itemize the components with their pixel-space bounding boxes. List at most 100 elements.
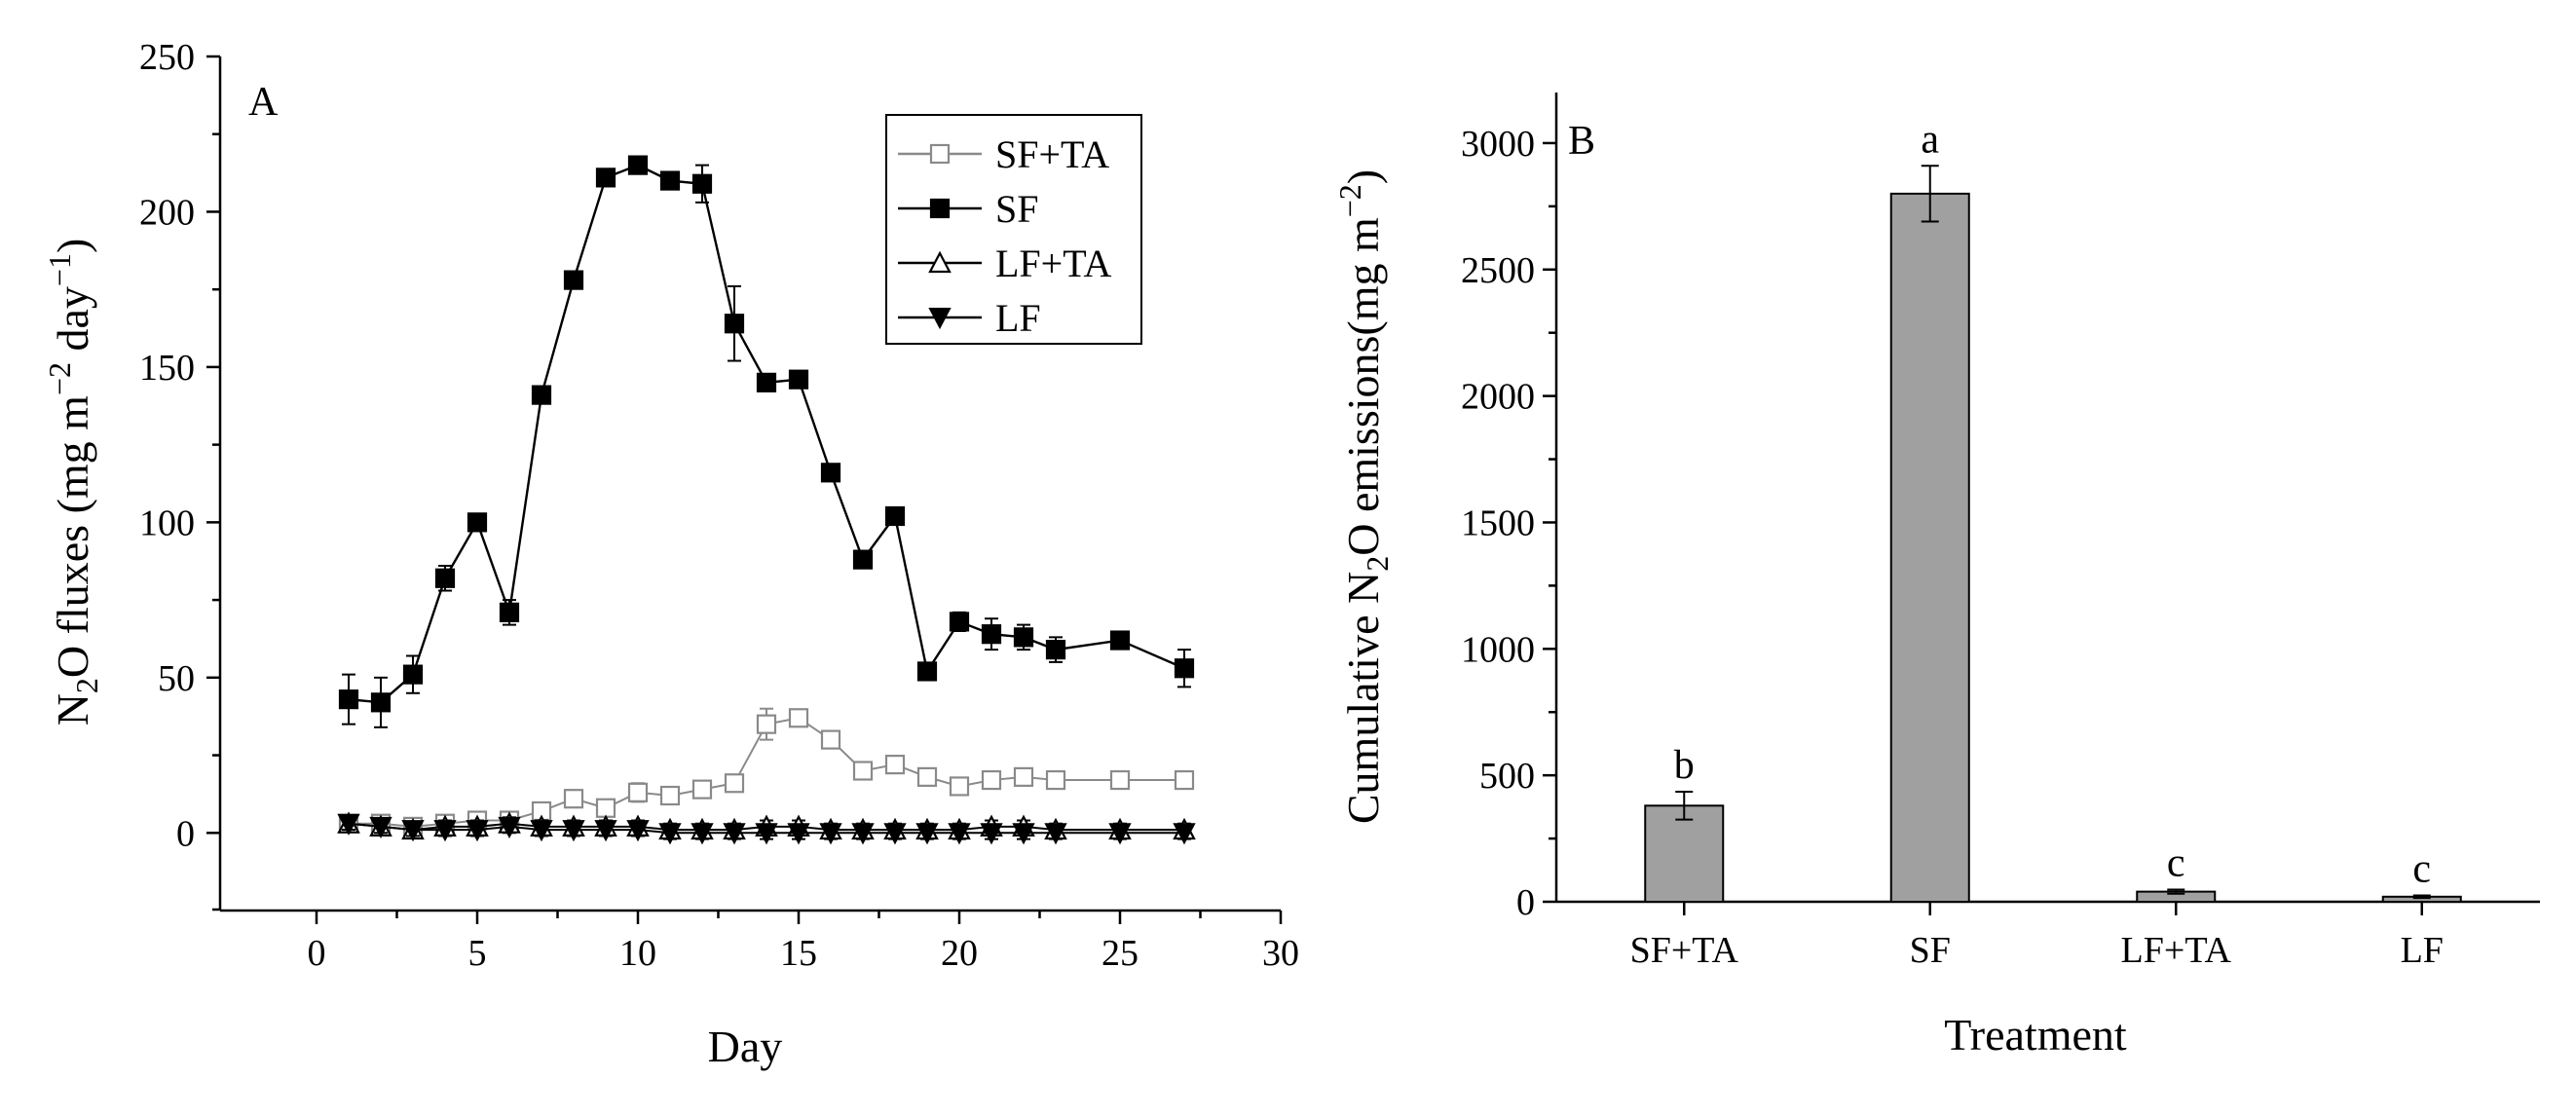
data-point (981, 624, 1002, 645)
data-point (499, 602, 520, 622)
panel-a-line-chart: A 0 5 10 15 20 25 30 0 50 100 150 200 250 Day N2O f… (42, 37, 1299, 1071)
data-point (402, 664, 424, 685)
bar-group: c LF (2381, 847, 2462, 971)
panel-b-y-tick-label: 2000 (1461, 377, 1535, 418)
data-point (659, 170, 681, 191)
data-point (1012, 823, 1035, 845)
data-point (337, 813, 360, 836)
data-point (980, 823, 1003, 845)
legend-marker (928, 308, 952, 330)
panel-b-y-tick-label: 500 (1479, 756, 1535, 797)
data-point (626, 820, 650, 842)
panel-b-category-label: SF+TA (1630, 930, 1739, 971)
panel-b-ylabel-pre: Cumulative N (1338, 572, 1388, 824)
panel-b-ylabel-end: ) (1338, 169, 1388, 184)
bar (1889, 192, 1970, 903)
data-point (434, 568, 456, 588)
data-point (884, 505, 906, 527)
data-point (530, 820, 553, 842)
data-point (852, 549, 874, 570)
panel-a-ylabel-end: ) (48, 239, 97, 253)
data-point (787, 823, 810, 845)
panel-b-y-tick-label: 3000 (1461, 124, 1535, 165)
data-point (466, 820, 489, 842)
legend-item: LF+TA (898, 242, 1111, 285)
data-point (691, 779, 713, 800)
data-point (851, 823, 875, 845)
panel-a-y-axis-label: N2O fluxes (mg m−2 day−1) (42, 239, 104, 726)
data-point (1174, 769, 1195, 791)
panel-a-x-tick-label: 25 (1101, 933, 1139, 974)
data-point (401, 820, 425, 842)
data-point (1108, 823, 1132, 845)
data-point (819, 823, 842, 845)
panel-b-y-tick-label: 1000 (1461, 629, 1535, 670)
panel-b-category-label: LF+TA (2121, 930, 2232, 971)
panel-a-y-tick-label: 100 (139, 502, 195, 543)
panel-a-y-tick-label: 150 (139, 348, 195, 389)
legend-label: SF+TA (995, 132, 1109, 176)
data-point (755, 823, 778, 845)
series-sf (338, 155, 1195, 728)
data-point (981, 769, 1002, 791)
bar-group: a SF (1889, 117, 1970, 971)
bar-group: b SF+TA (1630, 743, 1739, 971)
data-point (595, 167, 616, 188)
data-point (915, 823, 939, 845)
data-point (949, 612, 970, 632)
legend-marker (929, 198, 951, 219)
data-point (562, 820, 585, 842)
legend-marker (929, 143, 951, 165)
data-point (627, 782, 649, 802)
panel-a-y-tick-label: 250 (139, 37, 195, 78)
legend-label: LF (995, 296, 1041, 340)
panel-a-label: A (248, 80, 279, 125)
panel-a-legend: SF+TA SF LF+TA LF (885, 114, 1142, 345)
panel-a-ylabel-n: N (48, 693, 97, 725)
panel-a-ylabel-sup1: −2 (42, 362, 77, 395)
data-point (883, 823, 907, 845)
panel-a-x-tick-label: 15 (780, 933, 817, 974)
data-point (916, 661, 938, 682)
panel-a-y-tick-label: 200 (139, 192, 195, 233)
data-point (370, 692, 392, 713)
panel-b-bar-chart: B 0 500 1000 1500 2000 2500 3000 b SF+TA a SF c LF+… (1332, 93, 2540, 1060)
data-point (820, 463, 841, 483)
data-point (884, 755, 906, 775)
significance-label: a (1921, 117, 1939, 162)
data-point (1173, 823, 1196, 845)
data-point (724, 314, 745, 334)
legend-item: SF (898, 187, 1039, 231)
data-point (1109, 630, 1131, 651)
data-point (949, 776, 970, 797)
data-point (1044, 823, 1067, 845)
data-point (563, 789, 584, 809)
panel-b-y-axis-label: Cumulative N2O emissions(mg m−2) (1332, 169, 1395, 824)
data-point (691, 173, 713, 194)
panel-a-ylabel-rest: O fluxes (mg m (48, 395, 97, 678)
bar-group: c LF+TA (2121, 841, 2232, 971)
panel-a-ylabel-sup2: −1 (42, 253, 77, 286)
data-point (627, 155, 649, 175)
significance-label: b (1674, 743, 1695, 788)
legend-label: SF (995, 187, 1039, 231)
panel-a-x-tick-label: 20 (941, 933, 978, 974)
series-lf (337, 813, 1196, 845)
data-point (659, 785, 681, 806)
data-point (756, 714, 777, 734)
data-point (595, 798, 616, 818)
panel-b-y-tick-label: 1500 (1461, 502, 1535, 543)
panel-b-ylabel-sub: 2 (1360, 556, 1395, 572)
data-point (338, 689, 359, 710)
data-point (369, 816, 392, 839)
panel-a-x-tick-label: 0 (308, 933, 326, 974)
data-point (433, 820, 457, 842)
data-point (1109, 769, 1131, 791)
data-point (658, 823, 682, 845)
data-point (691, 823, 714, 845)
panel-a-y-tick-label: 0 (176, 813, 195, 854)
panel-b-x-axis-label: Treatment (1944, 1010, 2127, 1060)
data-point (1045, 640, 1066, 660)
data-point (467, 512, 488, 533)
data-point (788, 708, 809, 728)
